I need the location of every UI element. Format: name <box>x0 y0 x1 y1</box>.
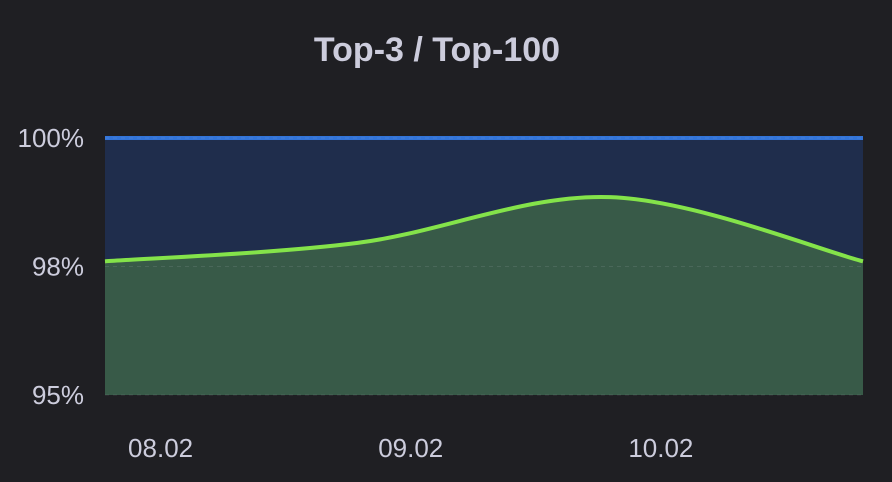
y-tick-label: 100% <box>18 123 85 153</box>
y-tick-label: 98% <box>32 251 84 281</box>
area-fill <box>105 196 863 395</box>
x-tick-label: 09.02 <box>378 433 443 463</box>
series-line <box>104 194 864 264</box>
x-tick-label: 08.02 <box>128 433 193 463</box>
chart-title: Top-3 / Top-100 <box>314 31 560 69</box>
y-tick-label: 95% <box>32 380 84 410</box>
x-tick-label: 10.02 <box>628 433 693 463</box>
